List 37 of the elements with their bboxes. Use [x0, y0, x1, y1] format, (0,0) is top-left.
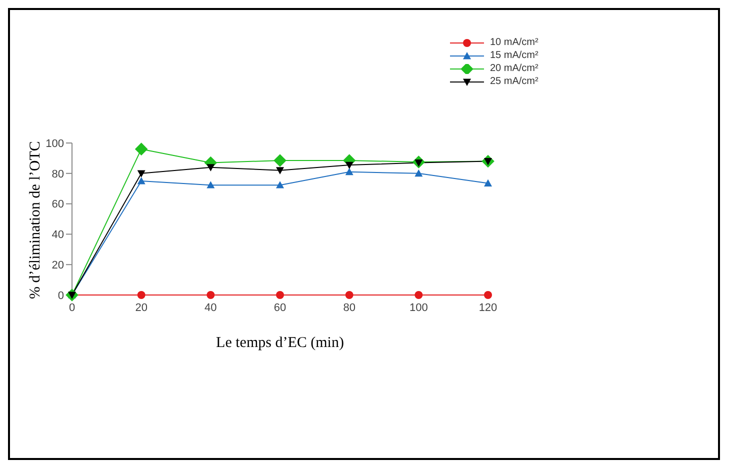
- x-tick-label: 120: [478, 302, 498, 314]
- point: [206, 164, 215, 172]
- y-axis-title: % d’élimination de l’OTC: [27, 141, 44, 299]
- y-tick-label: 80: [52, 168, 64, 180]
- point: [274, 154, 286, 167]
- point: [414, 291, 423, 299]
- y-tick-label: 20: [52, 260, 64, 272]
- y-tick-label: 100: [46, 138, 64, 150]
- legend-label: 15 mA/cm²: [490, 50, 538, 61]
- point: [414, 169, 423, 177]
- point: [484, 291, 492, 299]
- x-axis-title: Le temps d’EC (min): [216, 335, 344, 351]
- point: [345, 168, 354, 176]
- x-tick-label: 80: [343, 302, 356, 314]
- point: [484, 179, 492, 186]
- x-tick-label: 60: [274, 302, 286, 314]
- point: [206, 181, 215, 188]
- x-tick-label: 40: [204, 302, 217, 314]
- point: [137, 177, 146, 184]
- point: [276, 167, 284, 174]
- legend-label: 20 mA/cm²: [490, 63, 538, 74]
- point: [276, 181, 284, 188]
- point: [345, 162, 354, 170]
- x-tick-label: 100: [409, 302, 428, 314]
- x-tick-label: 0: [68, 302, 76, 314]
- point: [137, 170, 146, 178]
- point: [134, 142, 148, 156]
- y-tick-label: 0: [58, 290, 64, 302]
- point: [137, 291, 146, 299]
- point: [276, 291, 284, 299]
- point: [345, 291, 354, 299]
- legend-label: 10 mA/cm²: [490, 37, 538, 48]
- y-tick-label: 60: [52, 198, 64, 211]
- point: [206, 291, 215, 299]
- legend-label: 25 mA/cm²: [490, 76, 538, 87]
- y-tick-label: 40: [52, 229, 64, 242]
- x-tick-label: 20: [135, 302, 148, 314]
